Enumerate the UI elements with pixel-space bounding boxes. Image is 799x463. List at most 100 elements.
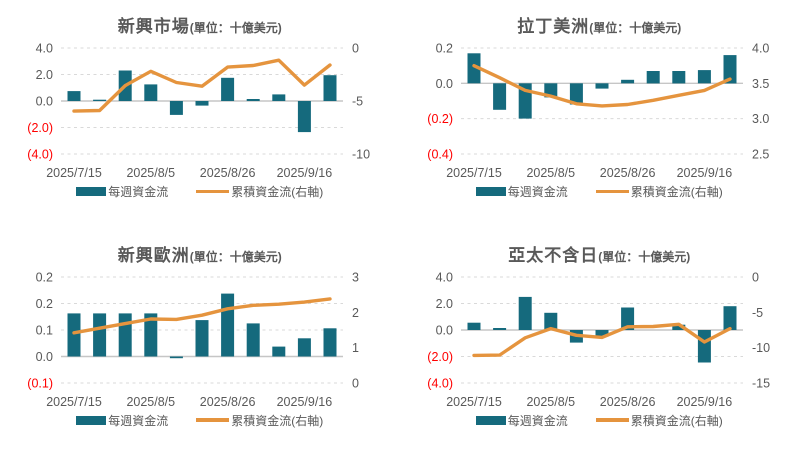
chart-section-latin-america: 拉丁美洲(單位：十億美元) 0.2 0.0 (0.2) (0.4) 4.0 3.5 3.0 2… xyxy=(400,4,799,233)
chart-title: 亞太不含日(單位：十億美元) xyxy=(508,241,690,266)
right-axis-tick-label: 0 xyxy=(352,376,359,390)
chart-title-text: 亞太不含日 xyxy=(508,245,599,265)
weekly-flow-bar xyxy=(672,71,686,84)
x-axis-tick-label: 2025/7/15 xyxy=(46,395,102,409)
right-axis-tick-label: -5 xyxy=(752,305,763,319)
bar-series-swatch xyxy=(475,187,506,196)
right-axis-tick-label: 0 xyxy=(352,42,359,56)
x-axis-tick-label: 2025/8/26 xyxy=(600,395,656,409)
right-axis-tick-label: -15 xyxy=(752,376,770,390)
left-axis-tick-label: 2.0 xyxy=(435,297,452,311)
right-axis-tick-label: 2.5 xyxy=(752,148,769,162)
right-axis-tick-label: 1 xyxy=(352,341,359,355)
weekly-flow-bar xyxy=(723,305,737,330)
chart-title: 新興歐洲(單位：十億美元) xyxy=(118,241,282,266)
chart-title-unit: (單位：十億美元) xyxy=(189,249,282,264)
weekly-flow-bar xyxy=(620,79,634,84)
x-axis-tick-label: 2025/8/26 xyxy=(200,395,256,409)
chart-legend: 每週資金流 累積資金流(右軸) xyxy=(76,412,323,429)
chart-canvas-emerging-europe: 0.2 0.2 0.1 0.0 (0.1) 3 2 1 0 2025/7/15 2025/8/5 20… xyxy=(28,270,360,409)
weekly-flow-bar xyxy=(93,99,107,101)
left-axis-tick-label: 0.0 xyxy=(36,95,53,109)
weekly-flow-bar xyxy=(144,84,158,101)
right-axis-tick-label: 4.0 xyxy=(752,42,769,56)
right-axis-tick-label: 3.0 xyxy=(752,112,769,126)
line-series-label: 累積資金流(右軸) xyxy=(231,413,324,428)
chart-title-unit: (單位：十億美元) xyxy=(189,21,282,35)
chart-title-text: 新興歐洲 xyxy=(117,245,190,265)
legend-item-weekly-flow: 每週資金流 xyxy=(76,183,168,200)
left-axis-tick-label: (2.0) xyxy=(28,121,54,135)
chart-legend: 每週資金流 累積資金流(右軸) xyxy=(76,183,323,200)
bar-series-label: 每週資金流 xyxy=(507,413,568,428)
right-axis-tick-label: 3.5 xyxy=(752,77,769,91)
cumulative-flow-line xyxy=(72,58,332,113)
weekly-flow-bar xyxy=(118,312,132,356)
cumulative-flow-line xyxy=(472,64,732,108)
left-axis-tick-label: 0.2 xyxy=(435,42,452,56)
left-axis-tick-label: (4.0) xyxy=(427,376,453,390)
chart-section-emerging-europe: 新興歐洲(單位：十億美元) 0.2 0.2 0.1 0.0 (0.1) 3 2 1 0 2025/… xyxy=(0,233,400,462)
chart-title: 新興市場(單位：十億美元) xyxy=(118,12,282,37)
weekly-flow-bar xyxy=(595,329,609,337)
weekly-flow-bar xyxy=(697,70,711,84)
line-series-swatch xyxy=(595,418,629,422)
x-axis-tick-label: 2025/8/5 xyxy=(127,166,176,180)
weekly-flow-bar xyxy=(672,324,686,330)
chart-title-text: 新興市場 xyxy=(117,17,190,36)
chart-canvas-emerging-markets: 4.0 2.0 0.0 (2.0) (4.0) 0 -5 -10 2025/7/15 2025/8… xyxy=(28,42,371,181)
right-axis-tick-label: 0 xyxy=(752,270,759,284)
chart-legend: 每週資金流 累積資金流(右軸) xyxy=(475,412,723,429)
weekly-flow-bar xyxy=(595,83,609,89)
weekly-flow-bar xyxy=(467,53,481,84)
weekly-flow-bar xyxy=(67,91,81,101)
left-axis-tick-label: (2.0) xyxy=(427,350,453,364)
left-axis-tick-label: 0.0 xyxy=(435,77,452,91)
legend-item-weekly-flow: 每週資金流 xyxy=(76,412,168,429)
chart-section-apac-ex-japan: 亞太不含日(單位：十億美元) 4.0 2.0 0.0 (2.0) (4.0) 0 -5 -10… xyxy=(400,233,799,462)
right-axis-tick-label: 3 xyxy=(352,270,359,284)
weekly-flow-bar xyxy=(323,75,337,101)
x-axis-tick-label: 2025/8/26 xyxy=(200,166,256,180)
legend-item-cumulative-flow: 累積資金流(右軸) xyxy=(196,183,323,200)
weekly-flow-bar xyxy=(298,337,312,356)
legend-item-cumulative-flow: 累積資金流(右軸) xyxy=(196,412,323,429)
line-series-swatch xyxy=(196,189,230,194)
right-axis-tick-label: 2 xyxy=(352,305,359,319)
left-axis-tick-label: 2.0 xyxy=(36,68,53,82)
line-series-label: 累積資金流(右軸) xyxy=(231,185,324,199)
chart-title-unit: (單位：十億美元) xyxy=(589,21,682,35)
chart-section-emerging-markets: 新興市場(單位：十億美元) 4.0 2.0 0.0 (2.0) (4.0) 0 -5 -10 2… xyxy=(0,4,400,233)
weekly-flow-bar xyxy=(697,329,711,362)
left-axis-tick-label: (0.1) xyxy=(28,376,54,390)
x-axis-tick-label: 2025/8/26 xyxy=(600,166,656,180)
legend-item-cumulative-flow: 累積資金流(右軸) xyxy=(595,412,723,429)
x-axis-tick-label: 2025/9/16 xyxy=(277,395,333,409)
weekly-flow-bar xyxy=(518,296,532,330)
chart-canvas-apac-ex-japan: 4.0 2.0 0.0 (2.0) (4.0) 0 -5 -10 -15 2025/7/15 202… xyxy=(427,270,770,409)
line-series-swatch xyxy=(595,189,629,194)
x-axis-tick-label: 2025/9/16 xyxy=(277,166,333,180)
weekly-flow-bar xyxy=(646,71,660,84)
left-axis-tick-label: 4.0 xyxy=(435,270,452,284)
chart-title-unit: (單位：十億美元) xyxy=(598,249,691,264)
x-axis-tick-label: 2025/7/15 xyxy=(46,166,102,180)
weekly-flow-bar xyxy=(221,293,235,356)
chart-title-text: 拉丁美洲 xyxy=(517,17,590,36)
x-axis-tick-label: 2025/8/5 xyxy=(526,395,575,409)
legend-item-weekly-flow: 每週資金流 xyxy=(475,183,568,200)
weekly-flow-bar xyxy=(67,312,81,356)
weekly-flow-bar xyxy=(492,327,506,330)
left-axis-tick-label: 4.0 xyxy=(36,42,53,56)
x-axis-tick-label: 2025/9/16 xyxy=(676,395,732,409)
x-axis-tick-label: 2025/8/5 xyxy=(127,395,176,409)
left-axis-tick-label: 0.0 xyxy=(36,350,53,364)
bar-series-swatch xyxy=(475,415,506,425)
bar-series-label: 每週資金流 xyxy=(108,413,169,428)
weekly-flow-bar xyxy=(723,55,737,84)
x-axis-tick-label: 2025/7/15 xyxy=(446,395,502,409)
cumulative-flow-line xyxy=(72,296,332,334)
bar-series-label: 每週資金流 xyxy=(507,185,568,199)
weekly-flow-bar xyxy=(544,312,558,330)
left-axis-tick-label: (4.0) xyxy=(28,148,54,162)
